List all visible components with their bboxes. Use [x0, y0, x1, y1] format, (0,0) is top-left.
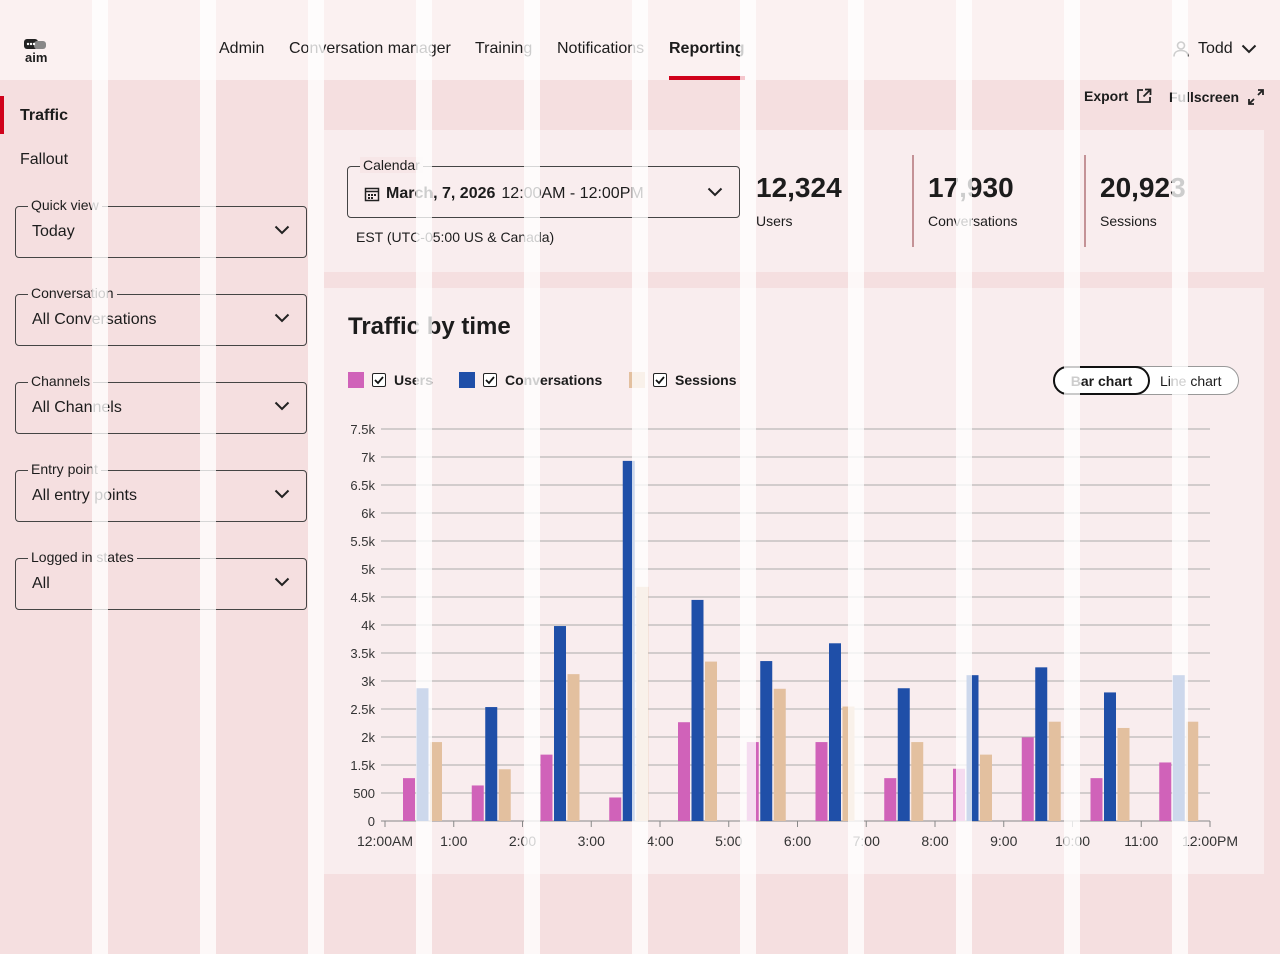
- nav-training[interactable]: Training: [475, 40, 533, 57]
- nav-notifications[interactable]: Notifications: [557, 40, 645, 57]
- chevron-down-icon: [707, 187, 723, 197]
- export-label: Export: [1084, 88, 1129, 104]
- legend-users-swatch: [348, 372, 364, 388]
- legend-sessions-label: Sessions: [675, 372, 737, 388]
- logo-icon[interactable]: [22, 38, 48, 57]
- legend-sessions-swatch: [629, 372, 645, 388]
- legend-conversations-swatch: [459, 372, 475, 388]
- nav-reporting[interactable]: Reporting: [669, 40, 745, 57]
- channels-select[interactable]: Channels All Channels: [15, 373, 307, 434]
- logged-in-states-select[interactable]: Logged in states All: [15, 549, 307, 610]
- chevron-down-icon: [274, 225, 290, 235]
- sidebar-tab-fallout[interactable]: Fallout: [20, 151, 69, 168]
- logged-in-states-label: Logged in states: [28, 549, 137, 565]
- sidebar-active-marker: [0, 96, 4, 134]
- entry-point-label: Entry point: [28, 461, 101, 477]
- quick-view-select[interactable]: Quick view Today: [15, 197, 307, 258]
- bar-chart-option[interactable]: Bar chart: [1053, 366, 1150, 395]
- channels-label: Channels: [28, 373, 94, 389]
- legend-users[interactable]: Users: [348, 372, 433, 388]
- chevron-down-icon: [274, 313, 290, 323]
- nav-conversation-manager[interactable]: Conversation manager: [289, 40, 451, 57]
- legend-users-checkbox[interactable]: [372, 373, 386, 387]
- user-menu[interactable]: Todd: [1172, 40, 1257, 58]
- stat-conversations-label: Conversations: [928, 213, 1018, 229]
- calendar-picker[interactable]: Calendar March, 7, 2026 12:00AM - 12:00P…: [347, 157, 740, 218]
- stat-conversations-value: 17,930: [928, 172, 1014, 203]
- chevron-down-icon: [274, 401, 290, 411]
- chevron-down-icon: [274, 577, 290, 587]
- user-name: Todd: [1198, 40, 1233, 57]
- chart-title: Traffic by time: [348, 313, 511, 340]
- stat-divider: [912, 155, 914, 247]
- line-chart-option[interactable]: Line chart: [1160, 373, 1222, 389]
- conversation-select[interactable]: Conversation All Conversations: [15, 285, 307, 346]
- chevron-down-icon: [274, 489, 290, 499]
- external-link-icon: [1137, 88, 1152, 103]
- quick-view-label: Quick view: [28, 197, 102, 213]
- stat-users-value: 12,324: [756, 172, 842, 203]
- calendar-date: March, 7, 2026: [386, 185, 496, 202]
- logo-text: aim: [25, 50, 48, 65]
- calendar-time-range: 12:00AM - 12:00PM: [501, 185, 644, 202]
- entry-point-select[interactable]: Entry point All entry points: [15, 461, 307, 522]
- nav-admin[interactable]: Admin: [219, 40, 265, 57]
- quick-view-value: Today: [32, 223, 75, 240]
- channels-value: All Channels: [32, 399, 122, 416]
- nav-active-underline: [669, 76, 745, 80]
- conversation-value: All Conversations: [32, 311, 157, 328]
- stat-divider: [1084, 155, 1086, 247]
- export-button[interactable]: Export: [1084, 88, 1152, 104]
- conversation-label: Conversation: [28, 285, 117, 301]
- legend-sessions-checkbox[interactable]: [653, 373, 667, 387]
- calendar-label: Calendar: [360, 157, 423, 173]
- calendar-icon: [364, 187, 380, 202]
- legend-sessions[interactable]: Sessions: [629, 372, 736, 388]
- stat-sessions-label: Sessions: [1100, 213, 1157, 229]
- entry-point-value: All entry points: [32, 487, 137, 504]
- fullscreen-button[interactable]: Fullscreen: [1169, 88, 1265, 106]
- user-icon: [1173, 41, 1189, 57]
- logged-in-states-value: All: [32, 575, 50, 592]
- timezone-text: EST (UTC-05:00 US & Canada): [356, 229, 555, 245]
- chart-type-toggle[interactable]: Bar chart Line chart: [1053, 366, 1239, 395]
- legend-users-label: Users: [394, 372, 433, 388]
- fullscreen-label: Fullscreen: [1169, 89, 1240, 105]
- expand-icon: [1248, 89, 1264, 105]
- legend-conversations-label: Conversations: [505, 372, 603, 388]
- stat-sessions-value: 20,923: [1100, 172, 1186, 203]
- legend-conversations[interactable]: Conversations: [459, 372, 602, 388]
- legend-conversations-checkbox[interactable]: [483, 373, 497, 387]
- stat-users-label: Users: [756, 213, 793, 229]
- chevron-down-icon: [1241, 44, 1256, 54]
- sidebar-tab-traffic[interactable]: Traffic: [20, 107, 69, 124]
- summary-panel: [324, 130, 1264, 272]
